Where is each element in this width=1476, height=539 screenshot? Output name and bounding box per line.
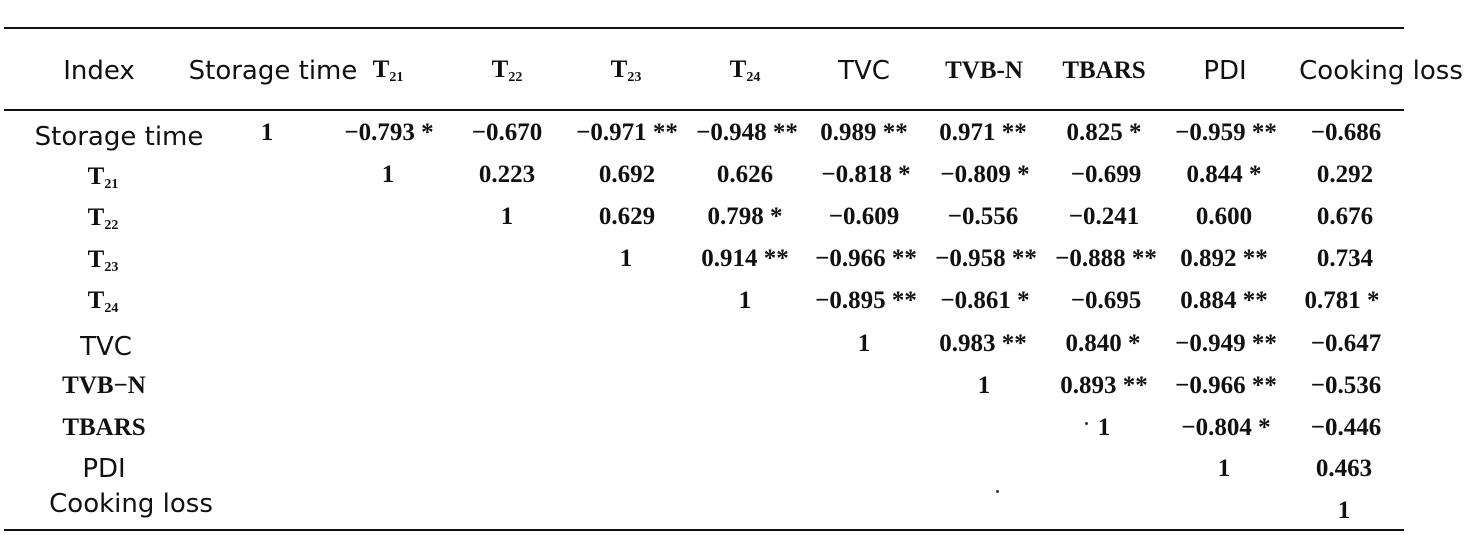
header-index: Index bbox=[63, 56, 135, 86]
table-cell: −0.556 bbox=[947, 203, 1019, 230]
table-top-rule bbox=[4, 27, 1404, 29]
table-cell: −0.647 bbox=[1310, 330, 1382, 357]
table-cell: 0.600 bbox=[1195, 203, 1253, 230]
table-cell: 0.692 bbox=[598, 161, 656, 188]
table-cell: 1 bbox=[381, 161, 395, 188]
table-cell: −0.948 ** bbox=[696, 119, 798, 146]
table-cell: −0.804 * bbox=[1181, 414, 1271, 441]
table-cell: 1 bbox=[260, 119, 274, 146]
table-cell: 0.840 * bbox=[1065, 330, 1141, 357]
table-cell: −0.695 bbox=[1070, 287, 1142, 314]
table-cell: −0.895 ** bbox=[815, 287, 917, 314]
table-cell: 1 bbox=[619, 245, 633, 272]
row-label-tvb-n: TVB−N bbox=[62, 372, 146, 399]
table-cell: 1 bbox=[1337, 497, 1351, 524]
table-cell: 1 bbox=[738, 287, 752, 314]
table-cell: 0.223 bbox=[478, 161, 536, 188]
header-tvb-n: TVB-N bbox=[945, 57, 1023, 84]
table-cell: −0.818 * bbox=[821, 161, 911, 188]
row-label-storage-time: Storage time bbox=[34, 122, 204, 152]
row-label-tvc: TVC bbox=[80, 332, 132, 362]
table-cell: −0.958 ** bbox=[935, 245, 1037, 272]
table-cell: 0.292 bbox=[1316, 161, 1374, 188]
scan-speck bbox=[1085, 422, 1088, 425]
table-cell: 0.914 ** bbox=[701, 245, 789, 272]
header-t21: T21 bbox=[372, 56, 404, 85]
row-label-t23: T23 bbox=[87, 246, 119, 275]
header-t22: T22 bbox=[491, 56, 523, 85]
header-cooking-loss: Cooking loss bbox=[1299, 56, 1463, 86]
header-tvc: TVC bbox=[838, 56, 890, 86]
table-cell: 0.971 ** bbox=[939, 119, 1027, 146]
table-cell: 0.825 * bbox=[1066, 119, 1142, 146]
table-cell: 0.983 ** bbox=[939, 330, 1027, 357]
table-cell: −0.241 bbox=[1068, 203, 1140, 230]
table-cell: 1 bbox=[857, 330, 871, 357]
table-cell: −0.861 * bbox=[940, 287, 1030, 314]
table-cell: 0.629 bbox=[598, 203, 656, 230]
table-cell: 0.892 ** bbox=[1180, 245, 1268, 272]
scan-speck bbox=[996, 490, 999, 493]
table-cell: −0.793 * bbox=[344, 119, 434, 146]
row-label-pdi: PDI bbox=[82, 454, 126, 484]
table-cell: −0.446 bbox=[1310, 414, 1382, 441]
table-cell: 0.626 bbox=[716, 161, 774, 188]
header-t24: T24 bbox=[729, 56, 761, 85]
table-cell: −0.536 bbox=[1310, 372, 1382, 399]
table-cell: 1 bbox=[1217, 455, 1231, 482]
table-cell: −0.686 bbox=[1310, 119, 1382, 146]
table-cell: 1 bbox=[977, 372, 991, 399]
table-cell: 0.676 bbox=[1316, 203, 1374, 230]
row-label-cooking-loss: Cooking loss bbox=[49, 489, 213, 519]
table-cell: 0.989 ** bbox=[820, 119, 908, 146]
table-cell: −0.699 bbox=[1070, 161, 1142, 188]
row-label-t21: T21 bbox=[87, 163, 119, 192]
table-cell: −0.971 ** bbox=[576, 119, 678, 146]
table-cell: −0.809 * bbox=[940, 161, 1030, 188]
header-tbars: TBARS bbox=[1062, 57, 1146, 84]
table-cell: −0.949 ** bbox=[1175, 330, 1277, 357]
table-cell: 1 bbox=[1097, 414, 1111, 441]
table-bottom-rule bbox=[4, 529, 1404, 531]
header-pdi: PDI bbox=[1203, 56, 1247, 86]
table-cell: 1 bbox=[500, 203, 514, 230]
table-cell: 0.781 * bbox=[1304, 287, 1380, 314]
table-cell: 0.463 bbox=[1315, 455, 1373, 482]
table-cell: −0.959 ** bbox=[1175, 119, 1277, 146]
table-cell: −0.609 bbox=[828, 203, 900, 230]
table-cell: −0.966 ** bbox=[815, 245, 917, 272]
table-cell: −0.670 bbox=[471, 119, 543, 146]
row-label-t22: T22 bbox=[87, 204, 119, 233]
table-cell: 0.734 bbox=[1316, 245, 1374, 272]
header-storage-time: Storage time bbox=[188, 56, 358, 86]
table-cell: 0.844 * bbox=[1186, 161, 1262, 188]
table-cell: −0.966 ** bbox=[1175, 372, 1277, 399]
row-label-tbars: TBARS bbox=[62, 414, 146, 441]
table-cell: 0.798 * bbox=[707, 203, 783, 230]
table-cell: 0.893 ** bbox=[1060, 372, 1148, 399]
header-t23: T23 bbox=[610, 56, 642, 85]
table-cell: −0.888 ** bbox=[1055, 245, 1157, 272]
table-cell: 0.884 ** bbox=[1180, 287, 1268, 314]
table-header-rule bbox=[4, 109, 1404, 111]
row-label-t24: T24 bbox=[87, 287, 119, 316]
